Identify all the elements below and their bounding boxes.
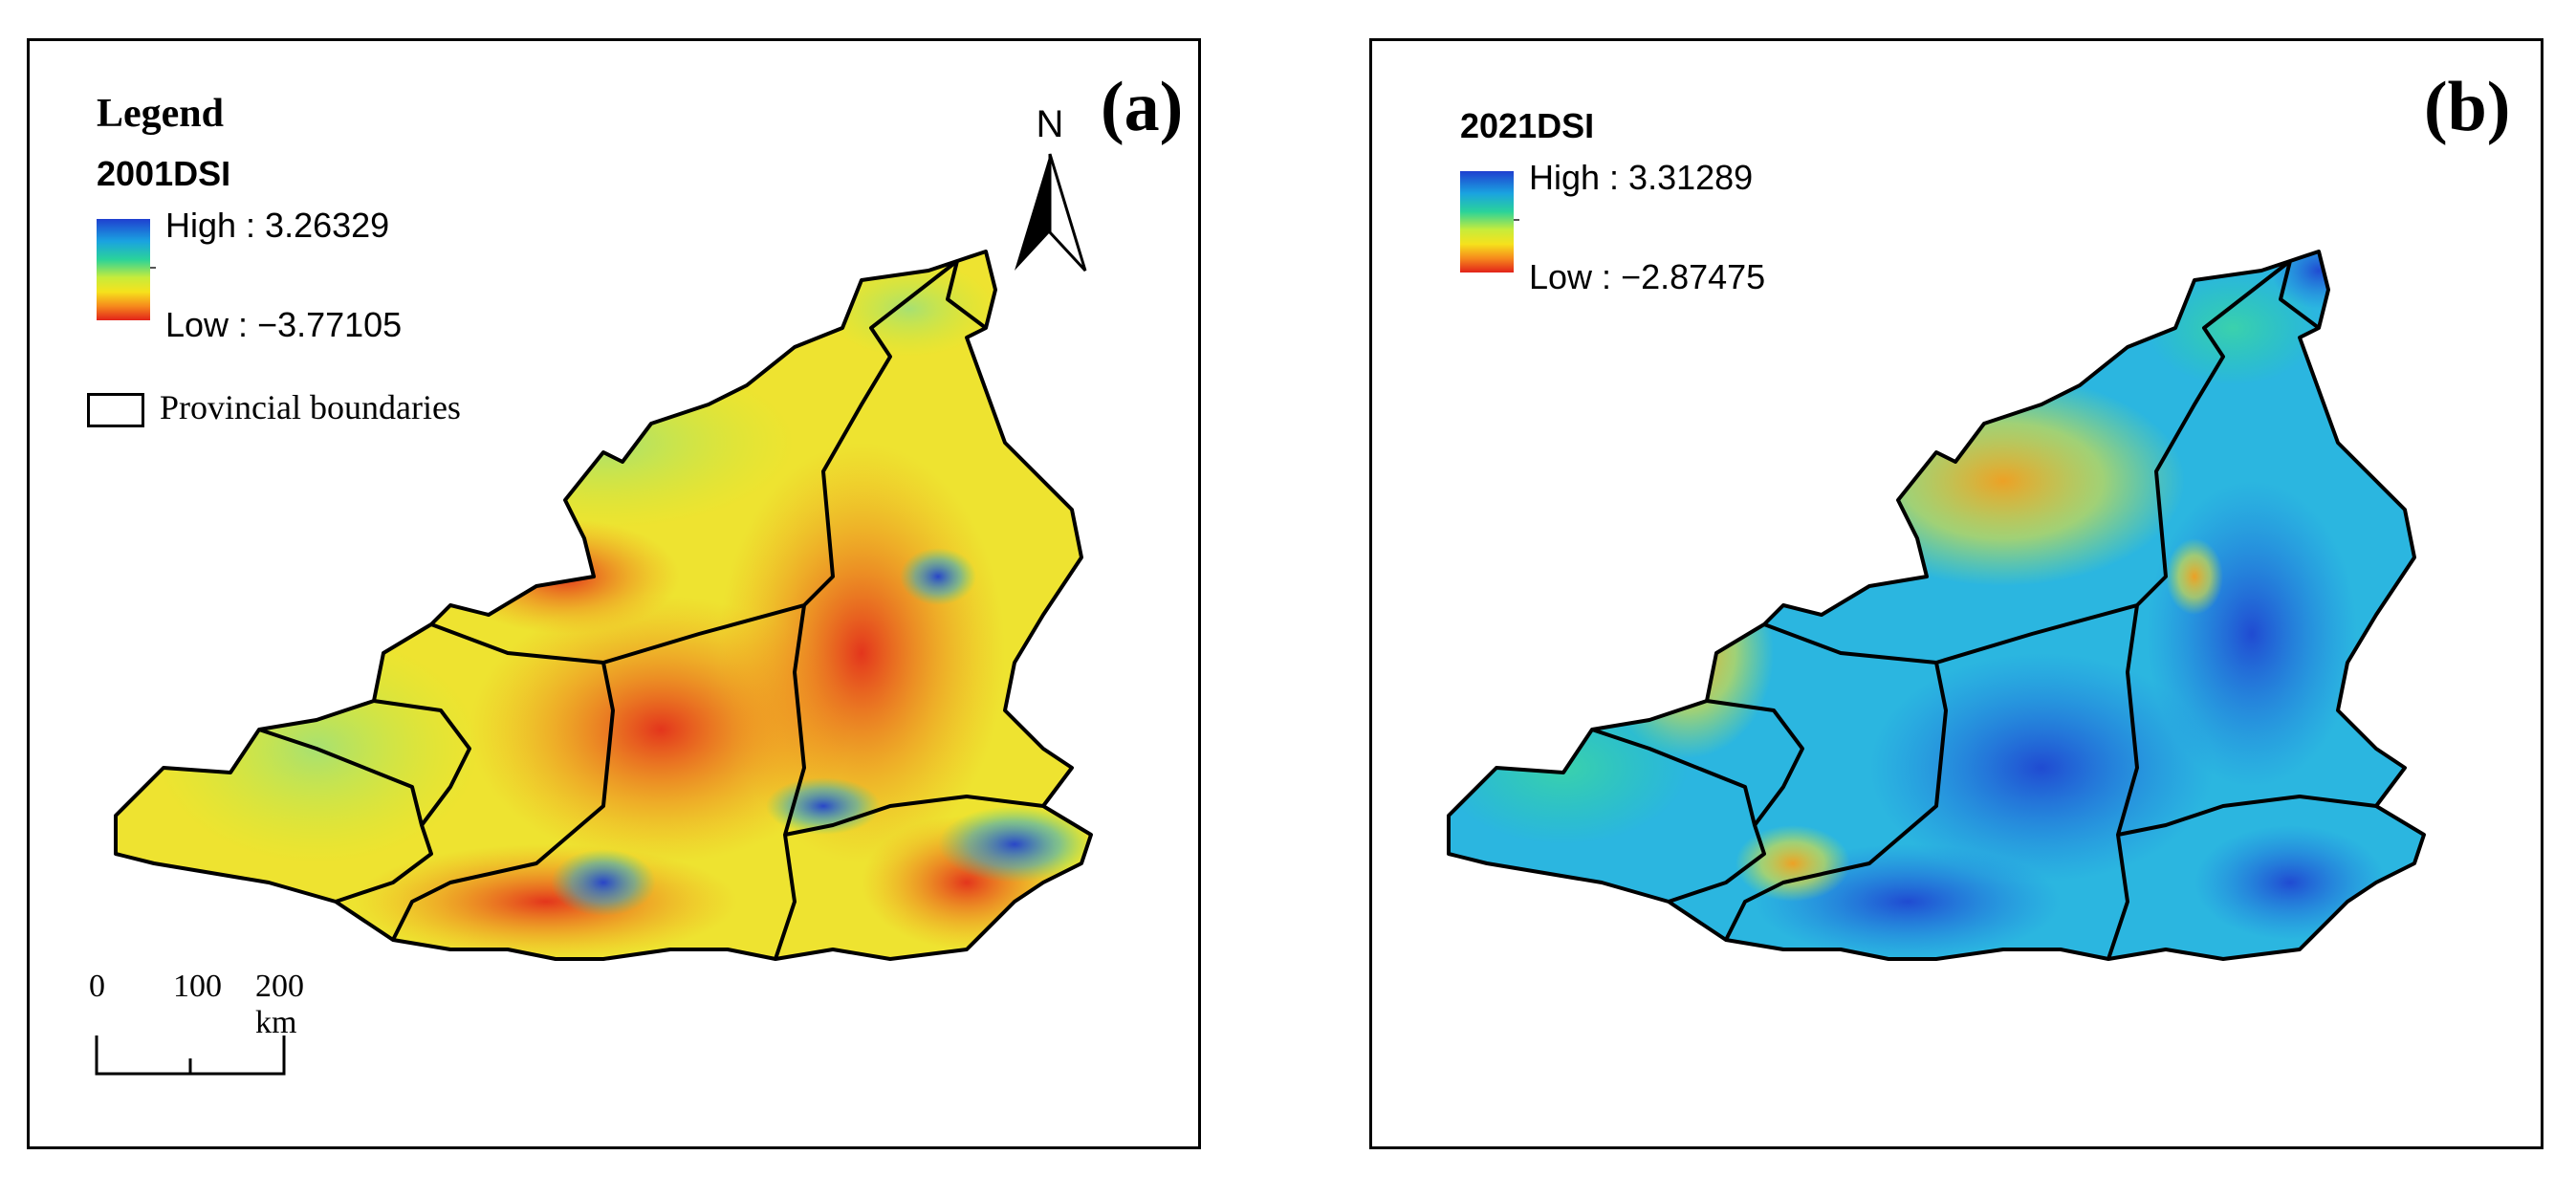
dsi-2001-map — [114, 250, 1093, 961]
scale-label-0: 0 — [89, 969, 105, 1004]
color-ramp — [97, 219, 156, 320]
provincial-boundaries-b — [1447, 250, 2426, 961]
legend-low-label: Low : −2.87475 — [1529, 257, 1766, 296]
legend-high-label: High : 3.26329 — [165, 206, 390, 245]
dsi-raster-b — [1449, 251, 2424, 959]
scale-bar-line — [95, 1035, 286, 1076]
scale-label-100: 100 — [173, 969, 222, 1004]
scale-bar: 0 100 200 km — [87, 969, 304, 1102]
north-label: N — [1037, 103, 1064, 145]
scale-label-200: 200 km — [255, 969, 304, 1040]
map-panel-a: (a) Legend 2001DSI High : 3.26329 Low : … — [27, 38, 1201, 1149]
index-title: 2021DSI — [1460, 106, 1595, 145]
index-title: 2001DSI — [97, 154, 231, 193]
legend-high-label: High : 3.31289 — [1529, 158, 1754, 197]
map-panel-b: (b) 2021DSI High : 3.31289 Low : −2.8747… — [1369, 38, 2543, 1149]
boundary-legend-label: Provincial boundaries — [160, 388, 461, 426]
north-arrow-icon: N — [1015, 103, 1087, 272]
provincial-boundaries-a — [114, 250, 1093, 961]
dsi-2021-map — [1447, 250, 2426, 961]
panel-label: (a) — [1101, 68, 1184, 146]
ramp-tick — [150, 267, 156, 269]
legend-title: Legend — [97, 92, 225, 136]
legend-low-label: Low : −3.77105 — [165, 305, 403, 344]
ramp-tick — [1514, 219, 1519, 221]
panel-label: (b) — [2424, 68, 2511, 146]
boundary-legend-swatch — [87, 393, 144, 427]
color-ramp — [1460, 171, 1519, 272]
